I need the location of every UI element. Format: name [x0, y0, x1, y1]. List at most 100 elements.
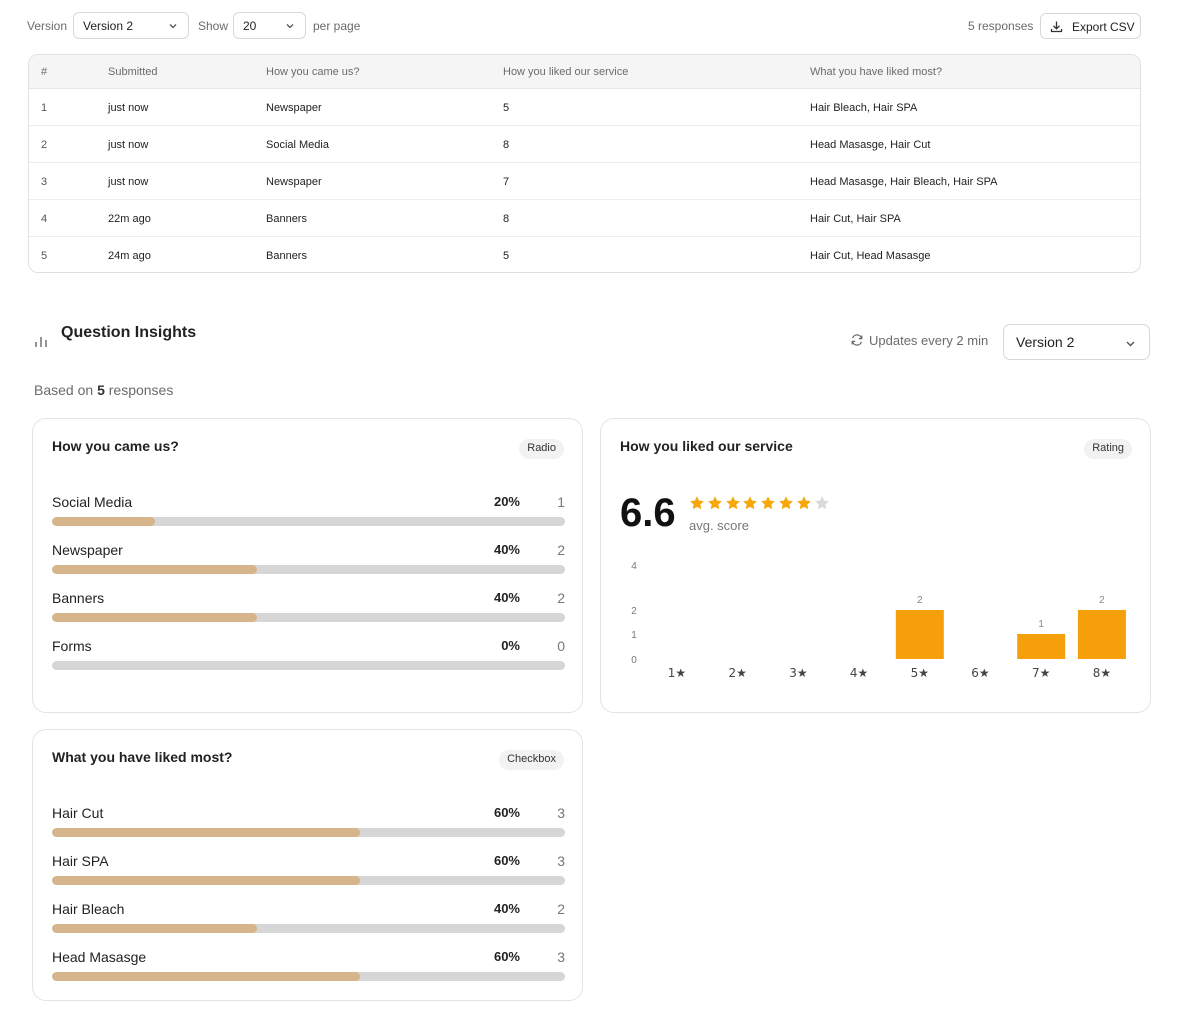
cell-liked: Hair Cut, Hair SPA — [810, 213, 901, 225]
export-csv-button[interactable]: Export CSV — [1040, 13, 1141, 39]
column-header-service[interactable]: How you liked our service — [503, 66, 629, 78]
option-percent: 40% — [493, 590, 520, 605]
star-filled-icon — [796, 496, 811, 510]
cell-liked: Hair Bleach, Hair SPA — [810, 102, 918, 114]
option-count: 2 — [557, 542, 565, 558]
option-count: 2 — [557, 590, 565, 606]
page-size-select[interactable]: 20 — [233, 12, 306, 39]
chevron-down-icon — [169, 24, 177, 29]
option-row: Head Masasge 60% 3 — [52, 949, 565, 989]
option-percent: 60% — [493, 949, 520, 964]
version-label: Version — [27, 19, 68, 33]
column-header-liked[interactable]: What you have liked most? — [810, 66, 943, 78]
average-score: 6.6 — [620, 491, 676, 535]
option-label: Hair Cut — [52, 805, 104, 821]
column-header-index: # — [41, 66, 48, 78]
x-tick-label: 1★ — [668, 666, 686, 680]
responses-count: 5 responses — [968, 19, 1034, 33]
table-row[interactable]: 1 just now Newspaper 5 Hair Bleach, Hair… — [29, 89, 1140, 126]
bar-value-label: 2 — [917, 595, 923, 606]
option-percent: 60% — [493, 853, 520, 868]
cell-index: 4 — [41, 213, 48, 225]
cell-submitted: just now — [108, 176, 149, 188]
question-card-rating: How you liked our service Rating 6.6 avg… — [600, 418, 1151, 713]
bar-chart-icon — [35, 337, 47, 347]
column-header-came[interactable]: How you came us? — [266, 66, 360, 78]
table-row[interactable]: 5 24m ago Banners 5 Hair Cut, Head Masas… — [29, 237, 1140, 272]
rating-bar — [1077, 610, 1126, 659]
cell-submitted: 22m ago — [108, 213, 151, 225]
refresh-icon — [851, 334, 863, 346]
question-type-badge: Checkbox — [499, 750, 564, 770]
cell-came: Social Media — [266, 139, 329, 151]
star-filled-icon — [690, 496, 704, 510]
rating-bar — [895, 610, 944, 659]
based-on-prefix: Based on — [34, 382, 98, 398]
page-size-value: 20 — [243, 19, 257, 33]
bar-value-label: 2 — [1099, 595, 1105, 606]
auto-update-indicator: Updates every 2 min — [850, 333, 988, 348]
cell-service: 5 — [503, 250, 510, 262]
responses-table: # Submitted How you came us? How you lik… — [28, 54, 1141, 273]
option-row: Banners 40% 2 — [52, 590, 565, 630]
bar-value-label: 1 — [1038, 619, 1044, 630]
insights-version-select[interactable]: Version 2 — [1003, 324, 1150, 360]
progress-fill — [52, 565, 258, 574]
option-row: Hair Bleach 40% 2 — [52, 901, 565, 941]
card-title: What you have liked most? — [52, 749, 233, 765]
option-percent: 0% — [501, 638, 520, 653]
option-count: 3 — [557, 853, 565, 869]
table-toolbar: Version Version 2 Show 20 per page 5 res… — [27, 12, 1141, 40]
progress-track — [52, 876, 565, 885]
x-tick-label: 4★ — [850, 666, 868, 680]
question-type-badge: Radio — [519, 439, 564, 459]
cell-came: Banners — [266, 250, 307, 262]
cell-service: 7 — [503, 176, 510, 188]
x-tick-label: 6★ — [971, 666, 989, 680]
based-on-suffix: responses — [104, 382, 174, 398]
star-empty-icon — [814, 496, 829, 510]
version-select[interactable]: Version 2 — [73, 12, 189, 39]
progress-track — [52, 565, 565, 574]
option-label: Newspaper — [52, 542, 123, 558]
updates-text: Updates every 2 min — [869, 333, 989, 348]
export-csv-label: Export CSV — [1072, 20, 1135, 34]
option-row: Newspaper 40% 2 — [52, 542, 565, 582]
x-tick-label: 2★ — [728, 666, 746, 680]
table-row[interactable]: 3 just now Newspaper 7 Head Masasge, Hai… — [29, 163, 1140, 200]
y-tick-label: 1 — [631, 630, 637, 641]
average-score-label: avg. score — [689, 518, 749, 533]
cell-index: 1 — [41, 102, 48, 114]
cell-came: Banners — [266, 213, 307, 225]
cell-index: 5 — [41, 250, 48, 262]
star-filled-icon — [743, 496, 758, 510]
option-row: Hair Cut 60% 3 — [52, 805, 565, 845]
option-row: Social Media 20% 1 — [52, 494, 565, 534]
progress-track — [52, 924, 565, 933]
option-row: Hair SPA 60% 3 — [52, 853, 565, 893]
show-label: Show — [198, 19, 229, 33]
chevron-down-icon — [1126, 341, 1135, 347]
option-label: Hair Bleach — [52, 901, 125, 917]
progress-fill — [52, 613, 258, 622]
card-title: How you came us? — [52, 438, 179, 454]
rating-bar — [1017, 634, 1066, 659]
rating-distribution-chart: 0 1 2 4 1★ 2★ 3★ 4★ 2 5★ 6★ 1 7★ 2 8★ — [631, 561, 1126, 680]
table-row[interactable]: 2 just now Social Media 8 Head Masasge, … — [29, 126, 1140, 163]
star-filled-icon — [779, 496, 793, 510]
progress-fill — [52, 924, 258, 933]
question-card-liked: What you have liked most? Checkbox Hair … — [32, 729, 583, 1001]
option-percent: 40% — [493, 901, 520, 916]
based-on-text: Based on 5 responses — [34, 382, 173, 398]
progress-fill — [52, 876, 360, 885]
progress-track — [52, 661, 565, 670]
cell-index: 2 — [41, 139, 48, 151]
cell-service: 5 — [503, 102, 510, 114]
option-label: Social Media — [52, 494, 133, 510]
option-label: Forms — [52, 638, 92, 654]
table-header: # Submitted How you came us? How you lik… — [29, 55, 1140, 89]
column-header-submitted[interactable]: Submitted — [108, 66, 158, 78]
x-tick-label: 7★ — [1032, 666, 1050, 680]
table-row[interactable]: 4 22m ago Banners 8 Hair Cut, Hair SPA — [29, 200, 1140, 237]
star-filled-icon — [725, 496, 740, 510]
